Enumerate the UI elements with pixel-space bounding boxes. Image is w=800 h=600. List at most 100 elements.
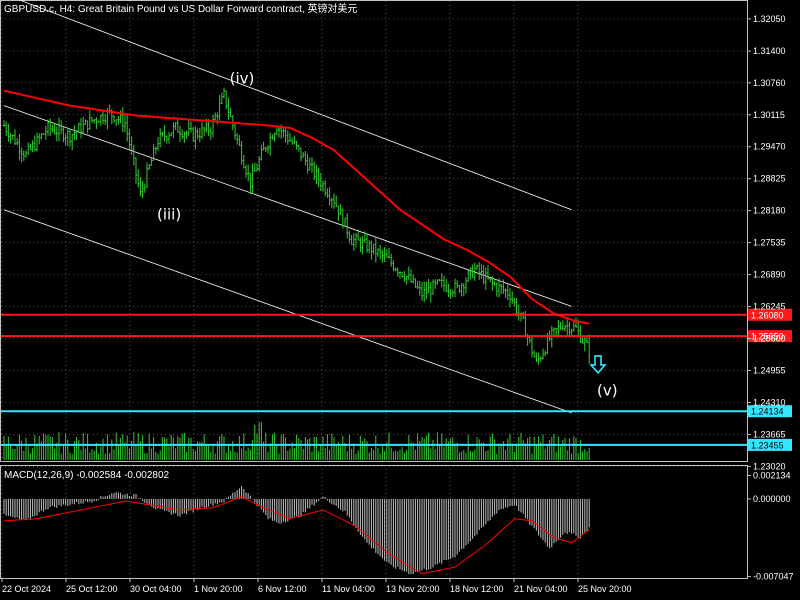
price-bar: [586, 336, 588, 344]
price-bar: [212, 114, 214, 138]
price-bar: [282, 127, 285, 138]
price-bar: [146, 162, 148, 189]
price-bar: [337, 205, 340, 221]
price-bar: [368, 240, 371, 254]
price-bar: [322, 180, 324, 192]
price-bar: [480, 264, 483, 279]
price-bar: [405, 275, 408, 285]
level-tag-text: 1.23455: [751, 440, 784, 450]
macd-label: MACD(12,26,9) -0.002584 -0.002802: [4, 470, 170, 481]
price-bar: [333, 193, 335, 209]
price-bar: [317, 167, 320, 188]
price-bar: [121, 107, 124, 133]
price-bar: [159, 128, 162, 148]
price-bar: [99, 114, 102, 126]
price-bar: [286, 130, 289, 145]
price-bar: [341, 208, 344, 229]
price-bar: [269, 132, 272, 156]
price-bar: [267, 145, 269, 154]
price-bar: [302, 152, 305, 158]
price-bar: [97, 120, 100, 123]
price-bar: [379, 244, 382, 260]
price-bar: [40, 132, 43, 140]
price-bar: [18, 134, 21, 161]
price-bar: [187, 120, 190, 137]
price-bar: [542, 348, 544, 360]
price-bar: [495, 281, 498, 297]
price-bar: [363, 231, 366, 243]
price-bar: [183, 131, 186, 144]
price-bar: [467, 270, 470, 283]
main-panel-frame: [0, 0, 748, 462]
price-bar: [328, 187, 331, 206]
price-bar: [271, 134, 274, 140]
price-tick-label: 1.30760: [753, 78, 786, 88]
price-bar: [335, 195, 338, 207]
price-bar: [447, 283, 450, 298]
price-bar: [456, 280, 459, 289]
price-bar: [432, 279, 434, 295]
price-bar: [165, 135, 168, 144]
channel-line[interactable]: [4, 0, 572, 211]
moving-average[interactable]: [3, 89, 590, 325]
price-bar: [234, 123, 236, 140]
price-levels[interactable]: 1.26080 1.25650 1.24134 1.23455: [1, 308, 792, 451]
price-bar: [150, 157, 153, 166]
channel-line[interactable]: [3, 105, 572, 307]
date-tick-label: 22 Oct 2024: [2, 584, 51, 594]
macd-tick-label: -0.007047: [753, 571, 794, 581]
price-bar: [148, 163, 151, 171]
price-bar: [372, 243, 375, 255]
channel-line[interactable]: [3, 209, 572, 414]
price-bar: [293, 135, 296, 145]
price-bar: [326, 188, 329, 199]
level-tag: [748, 308, 792, 321]
price-bar: [469, 267, 472, 280]
price-bar: [14, 129, 16, 145]
price-bar: [113, 115, 115, 123]
price-bar: [300, 147, 302, 162]
price-bar: [436, 279, 439, 285]
macd-indicator: [3, 485, 590, 575]
price-bar: [53, 123, 56, 135]
price-bar: [223, 87, 225, 99]
price-bars: [3, 87, 591, 365]
price-bar: [91, 117, 93, 124]
price-bar: [513, 297, 516, 307]
price-bar: [130, 136, 133, 156]
price-bar: [506, 284, 509, 301]
trend-channel[interactable]: [3, 0, 572, 414]
price-bar: [438, 278, 441, 282]
price-bar: [80, 118, 82, 139]
price-bar: [60, 120, 63, 135]
price-bar: [44, 125, 47, 140]
price-tick-label: 1.30115: [753, 110, 785, 120]
price-bar: [163, 125, 166, 142]
price-bar: [58, 117, 60, 142]
price-bar: [388, 248, 390, 259]
price-bar: [88, 110, 91, 130]
price-bar: [559, 321, 562, 331]
price-tick-label: 1.31400: [753, 46, 786, 56]
price-bar: [295, 140, 298, 150]
price-bar: [355, 233, 357, 248]
price-bar: [117, 116, 120, 125]
ma-line[interactable]: [3, 89, 590, 325]
price-bar: [319, 172, 322, 192]
price-bar: [443, 275, 445, 292]
price-bar: [515, 297, 518, 317]
price-bar: [434, 279, 437, 289]
price-bar: [458, 284, 461, 293]
price-bar: [533, 350, 536, 358]
price-bar: [297, 144, 300, 152]
price-bar: [421, 282, 423, 301]
price-bar: [324, 179, 327, 197]
price-bar: [304, 150, 307, 166]
price-bar: [491, 275, 494, 291]
date-tick-label: 11 Nov 04:00: [322, 584, 375, 594]
price-bar: [553, 327, 555, 337]
price-bar: [227, 97, 230, 120]
date-tick-label: 25 Oct 12:00: [66, 584, 118, 594]
price-bar: [16, 138, 19, 146]
